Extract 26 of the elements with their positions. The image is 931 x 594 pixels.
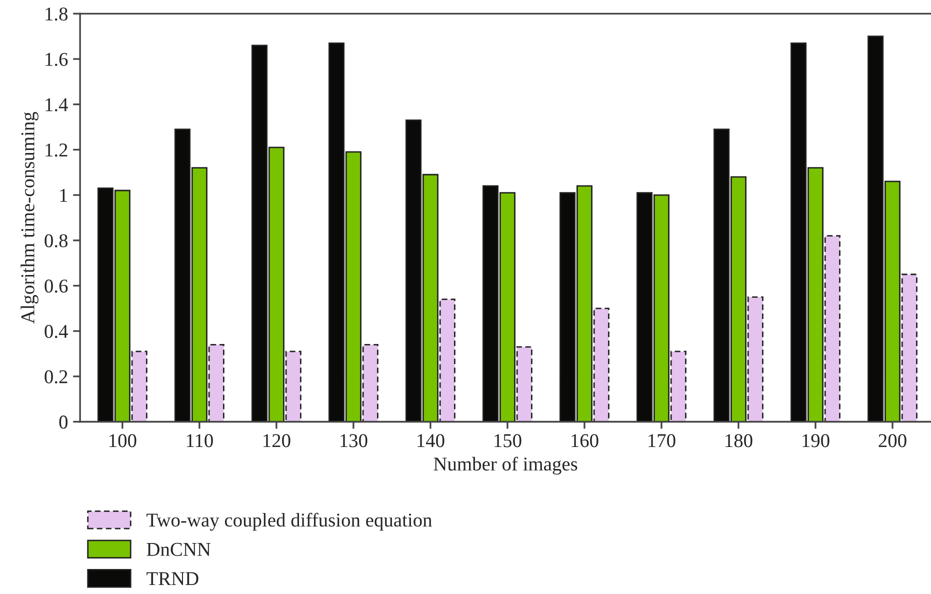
y-tick-label: 1.4 [46,98,68,112]
x-axis-title: Number of images [434,456,578,475]
legend-label: DnCNN [146,542,211,556]
y-tick-label: 0.8 [44,234,68,248]
x-tick-label: 130 [340,434,368,448]
x-tick-label: 180 [726,434,752,448]
x-tick-label: 140 [418,434,444,448]
y-tick-label: 0.4 [44,324,68,338]
x-tick-label: 190 [802,434,830,448]
x-tick-label: 120 [264,434,290,448]
y-tick-label: 1.2 [46,144,68,157]
y-tick-label: 0.2 [44,370,68,384]
x-tick-label: 100 [110,434,136,448]
x-tick-label: 150 [494,434,522,448]
legend-label: TRND [146,572,198,586]
y-tick-label: 1.8 [46,7,68,21]
y-tick-label: 1 [60,188,68,202]
y-tick-label: 0.6 [44,280,68,293]
x-tick-label: 170 [648,434,676,448]
x-tick-label: 110 [186,434,213,448]
legend-label: Two-way coupled diffusion equation [146,512,432,531]
x-tick-label: 160 [572,434,598,448]
y-tick-label: 0 [59,416,68,429]
y-tick-label: 1.6 [46,52,68,66]
x-tick-label: 200 [878,434,906,448]
y-axis-title: Algorithm time-consuming [20,112,38,324]
